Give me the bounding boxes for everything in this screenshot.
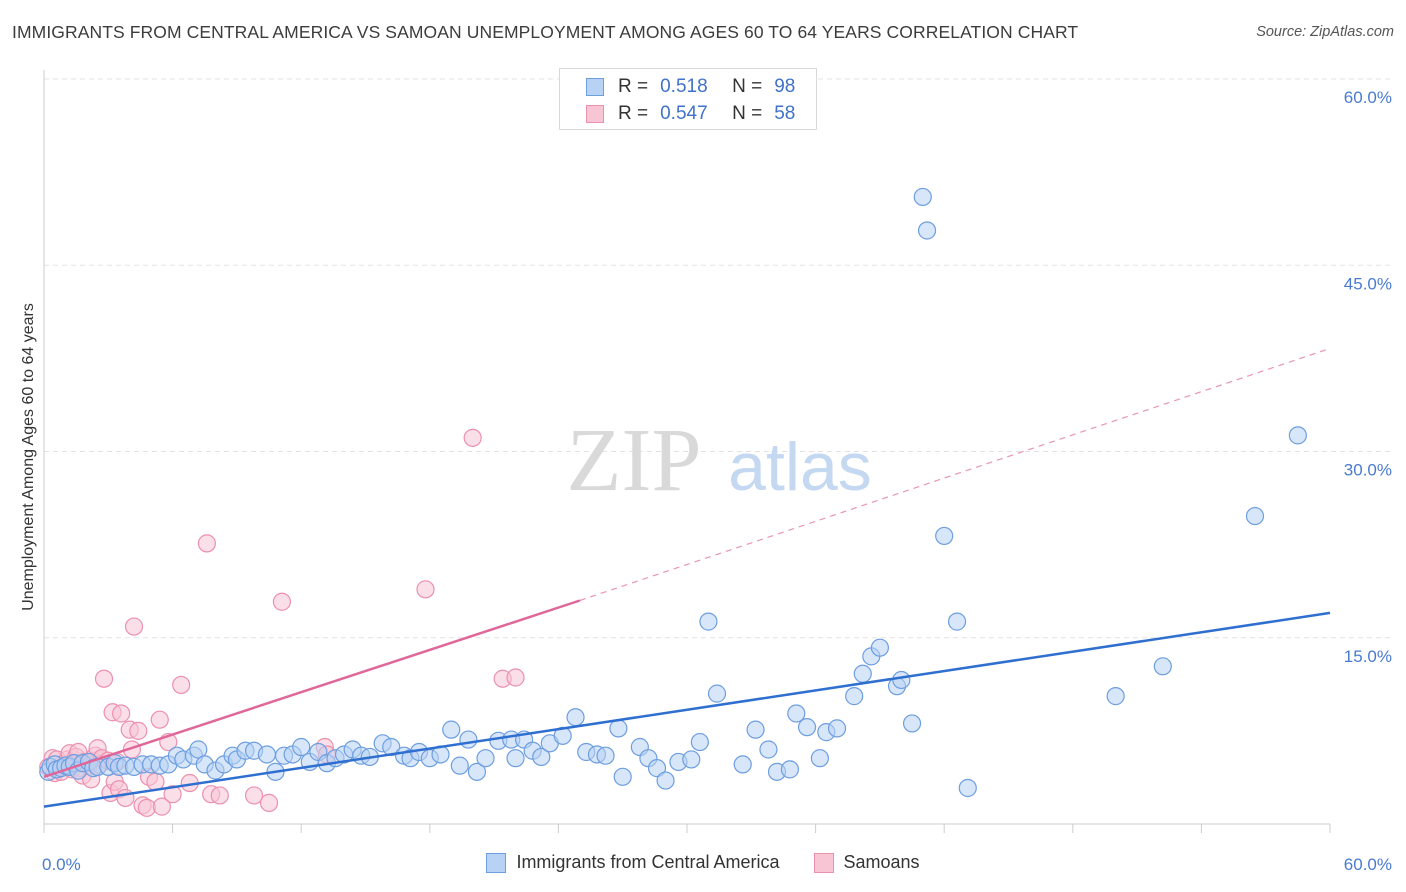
- trend-line-samoans: [43, 599, 581, 779]
- samoans-point: [416, 580, 435, 599]
- samoans-point: [112, 704, 131, 723]
- central-america-point: [467, 762, 487, 781]
- x-tick-label: 0.0%: [42, 855, 81, 874]
- central-america-point: [902, 714, 922, 733]
- legend: R = 0.518 N = 98 R = 0.547 N = 58: [559, 68, 817, 130]
- central-america-point: [647, 759, 667, 778]
- samoans-point: [244, 786, 264, 805]
- legend-r-value: 0.547: [660, 103, 708, 124]
- bottom-legend-samoans: Samoans: [813, 852, 920, 873]
- y-axis-tick-labels: 15.0% 30.0% 45.0% 60.0%: [1344, 88, 1392, 666]
- chart-title: IMMIGRANTS FROM CENTRAL AMERICA VS SAMOA…: [12, 22, 1079, 42]
- legend-row-central-america: R = 0.518 N = 98: [586, 75, 795, 99]
- central-america-point: [870, 638, 890, 657]
- samoans-point: [152, 797, 171, 816]
- central-america-point: [450, 756, 469, 775]
- samoans-point: [272, 592, 292, 611]
- central-america-point: [746, 720, 765, 739]
- legend-r-value: 0.518: [660, 76, 708, 97]
- bottom-legend-swatch-samoans: [813, 852, 834, 873]
- central-america-point: [892, 670, 911, 690]
- central-america-point: [917, 221, 937, 240]
- legend-r-label: R =: [618, 103, 649, 124]
- central-america-point: [690, 732, 709, 752]
- y-tick-label: 15.0%: [1344, 647, 1392, 666]
- samoans-point: [116, 788, 135, 808]
- legend-n-label: N =: [732, 103, 763, 124]
- central-america-point: [810, 749, 829, 768]
- central-america-point: [566, 708, 585, 727]
- legend-n-label: N =: [732, 76, 763, 97]
- central-america-point: [506, 749, 525, 768]
- central-america-point: [442, 720, 461, 739]
- central-america-point: [797, 718, 817, 737]
- x-tick-label: 60.0%: [1344, 855, 1392, 874]
- samoans-point: [463, 428, 482, 447]
- watermark: ZIP atlas: [567, 411, 872, 510]
- samoans-point: [150, 710, 169, 729]
- bottom-legend: Immigrants from Central America Samoans: [0, 852, 1406, 873]
- central-america-point: [292, 737, 311, 757]
- x-axis-ticks: [43, 824, 1331, 833]
- bottom-legend-label: Samoans: [843, 852, 920, 872]
- central-america-point: [935, 526, 954, 546]
- central-america-point: [532, 747, 551, 767]
- central-america-point: [1288, 426, 1307, 445]
- y-tick-label: 45.0%: [1344, 274, 1392, 293]
- y-axis-label: Unemployment Among Ages 60 to 64 years: [20, 303, 37, 611]
- y-tick-label: 30.0%: [1344, 461, 1392, 480]
- central-america-point: [596, 746, 615, 765]
- central-america-point: [699, 612, 718, 631]
- watermark-zip: ZIP: [567, 411, 702, 510]
- central-america-point: [656, 771, 675, 790]
- samoans-point: [137, 798, 156, 817]
- x-axis-tick-labels: 0.0% 60.0%: [42, 855, 1392, 874]
- central-america-point: [459, 730, 478, 749]
- samoans-point: [124, 617, 144, 636]
- central-america-point: [707, 684, 727, 703]
- central-america-point: [958, 778, 977, 798]
- bottom-legend-central-america: Immigrants from Central America: [486, 852, 780, 873]
- legend-swatch-central-america: [586, 78, 604, 96]
- samoans-point: [129, 721, 148, 740]
- samoans-point: [172, 675, 191, 695]
- y-tick-label: 60.0%: [1344, 88, 1392, 107]
- legend-swatch-samoans: [586, 105, 604, 123]
- bottom-legend-label: Immigrants from Central America: [516, 852, 780, 872]
- central-america-point: [853, 664, 872, 683]
- legend-row-samoans: R = 0.547 N = 58: [586, 102, 795, 126]
- central-america-point: [759, 740, 778, 759]
- central-america-point: [613, 767, 632, 786]
- samoans-point: [210, 786, 229, 805]
- central-america-point: [733, 755, 752, 774]
- central-america-point: [947, 612, 967, 631]
- legend-n-value: 58: [774, 103, 796, 124]
- central-america-point: [780, 760, 799, 779]
- chart-source: Source: ZipAtlas.com: [1256, 24, 1394, 40]
- central-america-point: [1106, 687, 1125, 706]
- legend-r-label: R =: [618, 76, 649, 97]
- samoans-point: [506, 668, 525, 687]
- watermark-atlas: atlas: [728, 429, 872, 505]
- trend-lines: [43, 347, 1331, 808]
- central-america-point: [609, 719, 628, 738]
- central-america-point: [1245, 506, 1265, 526]
- central-america-point: [682, 750, 701, 769]
- central-america-point: [913, 187, 932, 207]
- central-america-point: [845, 687, 864, 706]
- samoans-point: [163, 785, 182, 804]
- legend-n-value: 98: [774, 76, 796, 97]
- samoans-point: [259, 793, 279, 812]
- bottom-legend-swatch-central-america: [486, 852, 507, 873]
- samoans-point: [197, 534, 216, 553]
- central-america-point: [257, 745, 277, 764]
- central-america-point: [1153, 657, 1172, 676]
- trend-line-central-america: [43, 611, 1331, 808]
- samoans-point: [94, 669, 114, 688]
- central-america-point: [476, 749, 495, 768]
- central-america-point: [787, 704, 806, 723]
- central-america-point: [827, 719, 847, 738]
